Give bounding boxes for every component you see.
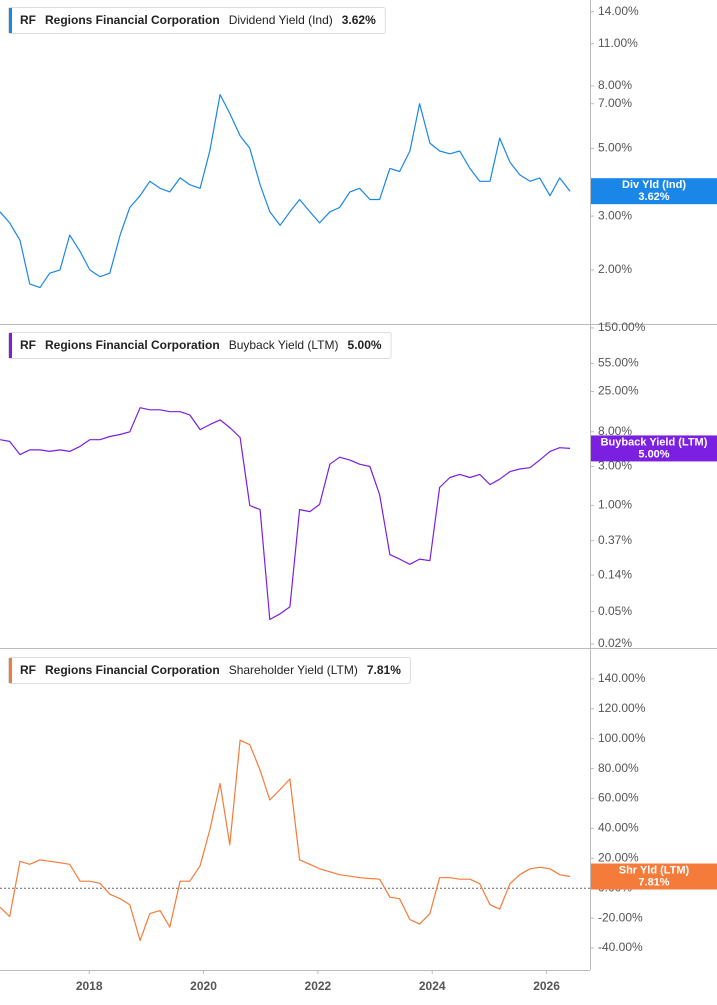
value-badge [591,863,717,890]
legend: RF Regions Financial Corporation Dividend … [8,7,386,34]
legend-ticker: RF [20,663,36,677]
y-tick-label: 80.00% [598,761,639,775]
legend-series-name: Dividend Yield (Ind) [229,13,333,27]
y-tick-label: 2.00% [598,262,632,276]
x-tick-label: 2018 [76,979,103,993]
legend-box [8,657,411,684]
badge-value: 5.00% [638,448,669,460]
y-tick-label: 150.00% [598,320,646,334]
legend-box [8,332,392,359]
y-tick-label: 7.00% [598,96,632,110]
y-tick-label: -20.00% [598,910,643,924]
y-tick-label: 3.00% [598,208,632,222]
legend-company: Regions Financial Corporation [45,13,220,27]
legend-latest-value: 3.62% [342,13,376,27]
badge-value: 3.62% [638,191,669,203]
badge-label: Div Yld (Ind) [622,179,686,191]
y-tick-label: 25.00% [598,384,639,398]
y-tick-label: 11.00% [598,36,638,50]
y-tick-label: 0.37% [598,533,632,547]
badge-label: Buyback Yield (LTM) [601,436,708,448]
y-tick-label: 8.00% [598,78,632,92]
x-tick-label: 2024 [419,979,446,993]
badge-label: Shr Yld (LTM) [619,864,690,876]
y-tick-label: 140.00% [598,671,646,685]
legend-color [9,333,12,358]
y-tick-label: 0.02% [598,636,632,650]
value-badge [591,435,717,462]
y-tick-label: 20.00% [598,850,639,864]
series-line [0,407,571,621]
y-tick-label: 120.00% [598,701,646,715]
x-tick-label: 2026 [533,979,560,993]
legend: RF Regions Financial Corporation Buyback Y… [8,332,392,359]
y-tick-label: 8.00% [598,424,632,438]
x-tick-label: 2022 [305,979,332,993]
legend-company: Regions Financial Corporation [45,338,220,352]
legend-latest-value: 5.00% [348,338,382,352]
legend-ticker: RF [20,13,36,27]
y-tick-label: 5.00% [598,141,632,155]
legend-color [9,658,12,683]
legend-box [8,7,386,34]
legend-company: Regions Financial Corporation [45,663,220,677]
legend-latest-value: 7.81% [367,663,401,677]
legend-series-name: Shareholder Yield (LTM) [229,663,358,677]
y-tick-label: 0.14% [598,567,632,581]
legend-color [9,8,12,33]
y-tick-label: -40.00% [598,940,643,954]
legend-ticker: RF [20,338,36,352]
value-badge [591,178,717,205]
y-tick-label: 55.00% [598,356,639,370]
x-tick-label: 2020 [190,979,217,993]
y-tick-label: 3.00% [598,459,632,473]
y-tick-label: 1.00% [598,498,632,512]
legend: RF Regions Financial Corporation Sharehold… [8,657,411,684]
y-tick-label: 60.00% [598,791,639,805]
y-tick-label: 0.05% [598,604,632,618]
series-line [0,94,571,289]
y-tick-label: 100.00% [598,731,646,745]
badge-value: 7.81% [638,876,669,888]
legend-series-name: Buyback Yield (LTM) [229,338,339,352]
y-tick-label: 40.00% [598,821,639,835]
series-line [0,739,571,942]
y-tick-label: 14.00% [598,4,639,18]
